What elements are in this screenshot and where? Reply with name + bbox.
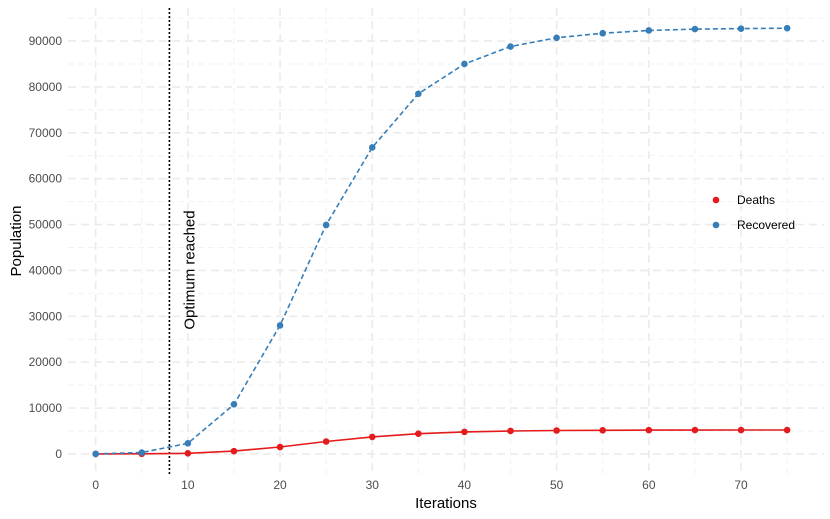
deaths-point — [507, 427, 514, 435]
legend-label-deaths: Deaths — [737, 193, 775, 207]
recovered-point — [783, 24, 791, 32]
recovered-point — [737, 25, 745, 32]
x-tick-labels: 0 10 20 30 40 50 60 70 — [92, 478, 748, 492]
y-tick-label: 20000 — [29, 355, 63, 369]
recovered-point — [415, 90, 422, 98]
deaths-point — [645, 426, 653, 434]
recovered-point — [691, 25, 699, 33]
x-tick-label: 60 — [642, 478, 656, 492]
recovered-point — [92, 450, 99, 458]
deaths-point — [415, 430, 422, 438]
legend-marker-deaths — [712, 196, 720, 204]
y-tick-label: 80000 — [29, 80, 63, 94]
x-tick-label: 0 — [92, 478, 99, 492]
y-tick-label: 10000 — [29, 401, 63, 415]
x-tick-label: 70 — [734, 478, 748, 492]
x-tick-label: 40 — [458, 478, 472, 492]
y-tick-label: 50000 — [29, 218, 63, 232]
legend-label-recovered: Recovered — [737, 218, 795, 232]
series-layer — [92, 24, 791, 458]
deaths-point — [322, 438, 330, 445]
legend: Deaths Recovered — [712, 193, 795, 232]
x-tick-label: 20 — [273, 478, 287, 492]
recovered-point — [461, 60, 468, 68]
y-tick-label: 30000 — [29, 309, 63, 323]
deaths-point — [691, 426, 699, 434]
recovered-point — [138, 449, 146, 456]
y-tick-label: 0 — [55, 447, 62, 461]
deaths-point — [599, 426, 607, 434]
optimum-annotation: Optimum reached — [181, 210, 198, 329]
legend-marker-recovered — [712, 221, 720, 229]
deaths-point — [184, 450, 192, 457]
recovered-point — [368, 144, 376, 151]
major-grid — [68, 8, 824, 475]
deaths-point — [230, 447, 238, 455]
y-tick-label: 70000 — [29, 126, 63, 140]
y-tick-label: 90000 — [29, 34, 63, 48]
recovered-point — [276, 322, 284, 329]
y-tick-label: 40000 — [29, 263, 63, 277]
recovered-point — [507, 43, 514, 50]
deaths-line — [95, 429, 788, 455]
y-axis-title: Population — [8, 206, 25, 277]
recovered-point — [230, 401, 238, 408]
recovered-point — [599, 29, 607, 37]
x-tick-label: 10 — [181, 478, 195, 492]
deaths-point — [783, 426, 791, 434]
deaths-point — [276, 443, 284, 451]
recovered-point — [553, 34, 560, 42]
deaths-point — [553, 427, 560, 434]
y-tick-label: 60000 — [29, 172, 63, 186]
recovered-point — [322, 221, 330, 229]
deaths-point — [368, 433, 376, 441]
x-tick-label: 30 — [366, 478, 380, 492]
x-axis-title: Iterations — [415, 495, 477, 512]
deaths-point — [461, 428, 468, 436]
x-tick-label: 50 — [550, 478, 564, 492]
y-tick-labels: 0 10000 20000 30000 40000 50000 60000 70000 8000… — [29, 34, 63, 461]
recovered-point — [645, 27, 653, 34]
recovered-point — [184, 440, 192, 447]
recovered-line — [95, 27, 788, 455]
deaths-point — [737, 426, 745, 434]
